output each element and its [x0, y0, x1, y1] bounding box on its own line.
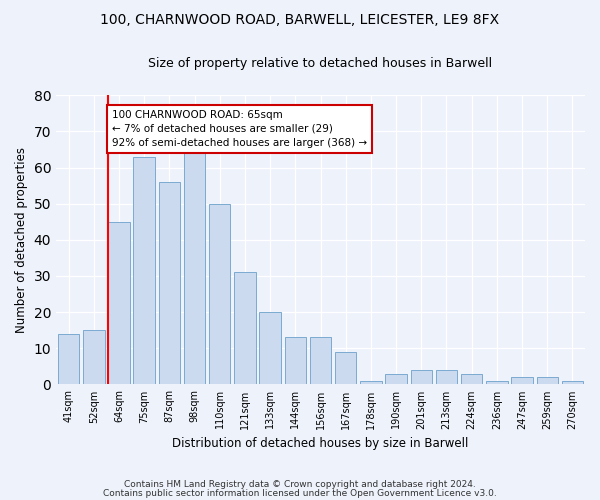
Bar [83, 330, 104, 384]
Bar [310, 338, 331, 384]
Bar [562, 381, 583, 384]
Bar [335, 352, 356, 384]
Title: Size of property relative to detached houses in Barwell: Size of property relative to detached ho… [148, 58, 493, 70]
Bar [209, 204, 230, 384]
Bar [360, 381, 382, 384]
Bar [511, 377, 533, 384]
X-axis label: Distribution of detached houses by size in Barwell: Distribution of detached houses by size … [172, 437, 469, 450]
Bar [536, 377, 558, 384]
Bar [58, 334, 79, 384]
Bar [410, 370, 432, 384]
Text: Contains HM Land Registry data © Crown copyright and database right 2024.: Contains HM Land Registry data © Crown c… [124, 480, 476, 489]
Bar [109, 222, 130, 384]
Y-axis label: Number of detached properties: Number of detached properties [15, 147, 28, 333]
Bar [234, 272, 256, 384]
Text: 100, CHARNWOOD ROAD, BARWELL, LEICESTER, LE9 8FX: 100, CHARNWOOD ROAD, BARWELL, LEICESTER,… [100, 12, 500, 26]
Bar [259, 312, 281, 384]
Bar [284, 338, 306, 384]
Bar [158, 182, 180, 384]
Bar [461, 374, 482, 384]
Bar [133, 156, 155, 384]
Bar [184, 142, 205, 384]
Bar [385, 374, 407, 384]
Bar [486, 381, 508, 384]
Text: 100 CHARNWOOD ROAD: 65sqm
← 7% of detached houses are smaller (29)
92% of semi-d: 100 CHARNWOOD ROAD: 65sqm ← 7% of detach… [112, 110, 367, 148]
Text: Contains public sector information licensed under the Open Government Licence v3: Contains public sector information licen… [103, 488, 497, 498]
Bar [436, 370, 457, 384]
